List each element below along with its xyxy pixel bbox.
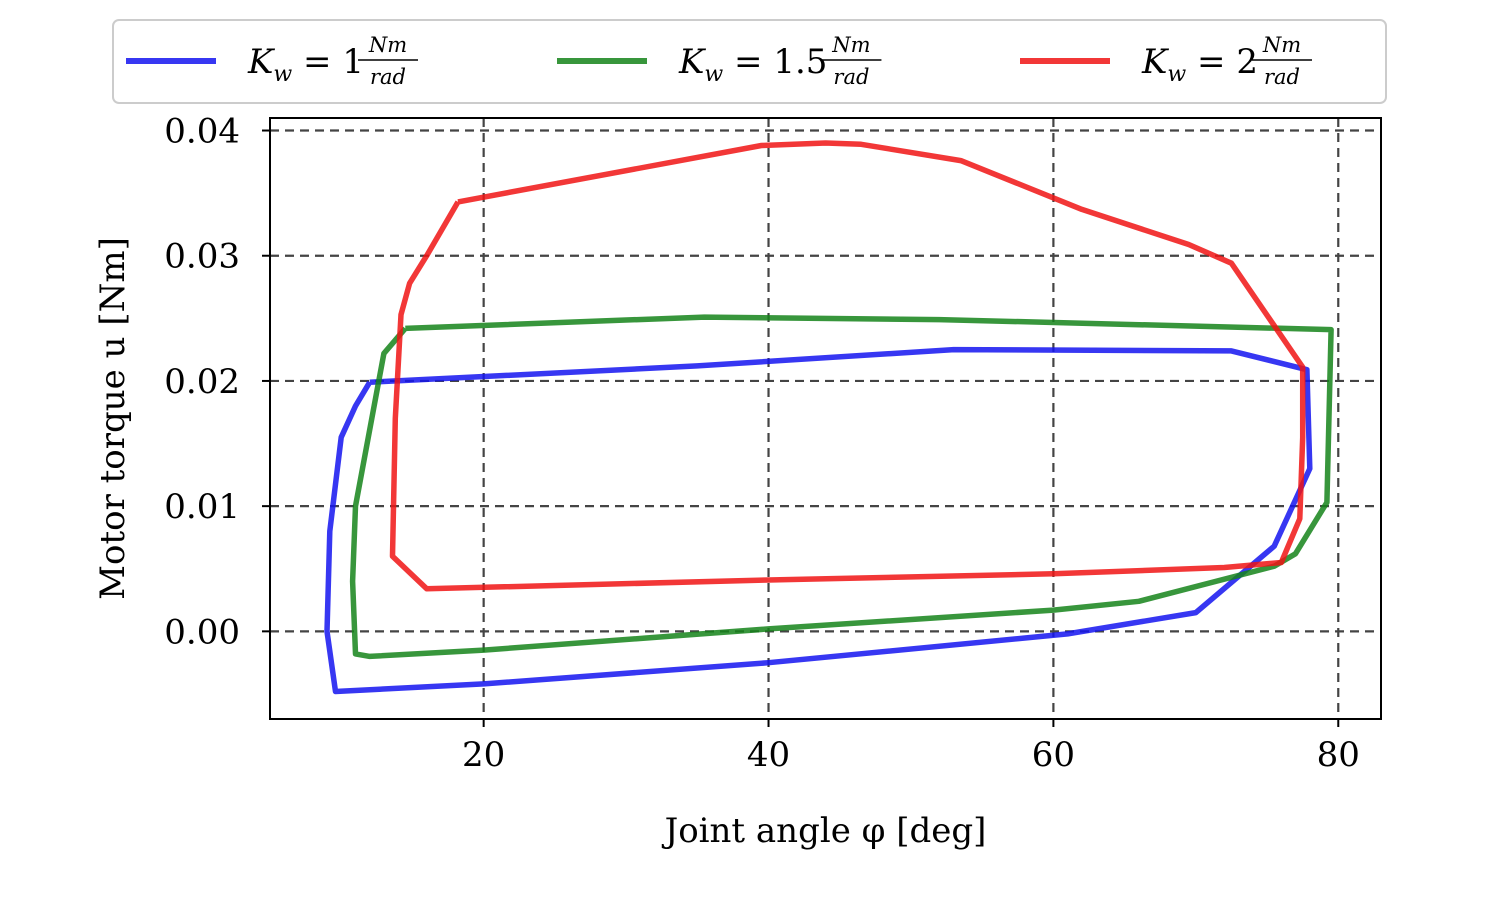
x-tick-label: 40 bbox=[747, 735, 790, 775]
legend-frac-den-1: rad bbox=[370, 65, 406, 89]
grid bbox=[270, 118, 1381, 719]
legend-frac-num-3: Nm bbox=[1262, 33, 1301, 57]
y-tick-label: 0.02 bbox=[164, 362, 240, 402]
x-tick-label: 80 bbox=[1317, 735, 1360, 775]
legend-label-1: Kw = 1 bbox=[247, 42, 364, 87]
x-tick-label: 20 bbox=[462, 735, 505, 775]
x-axis-label: Joint angle φ [deg] bbox=[662, 811, 987, 851]
x-tick-label: 60 bbox=[1032, 735, 1075, 775]
legend-label-3: Kw = 2 bbox=[1141, 42, 1258, 87]
legend-frac-den-2: rad bbox=[833, 65, 869, 89]
y-tick-label: 0.01 bbox=[164, 487, 240, 527]
y-tick-label: 0.00 bbox=[164, 612, 240, 652]
series-line-2 bbox=[349, 314, 1334, 660]
y-axis-label: Motor torque u [Nm] bbox=[93, 237, 133, 600]
plot-frame bbox=[269, 117, 1382, 720]
y-tick-label: 0.03 bbox=[164, 237, 240, 277]
axis-ticks: 20 40 60 80 0.00 0.01 0.02 0.03 0.04 bbox=[164, 112, 1360, 775]
series-line-1 bbox=[324, 346, 1313, 695]
series-line-3 bbox=[389, 140, 1306, 592]
series-lines bbox=[324, 140, 1334, 695]
legend-box bbox=[112, 19, 1387, 104]
legend-frac-num-2: Nm bbox=[831, 33, 870, 57]
legend-label-2: Kw = 1.5 bbox=[678, 42, 827, 87]
legend-frac-den-3: rad bbox=[1264, 65, 1300, 89]
legend-frac-num-1: Nm bbox=[368, 33, 407, 57]
y-tick-label: 0.04 bbox=[164, 112, 240, 152]
